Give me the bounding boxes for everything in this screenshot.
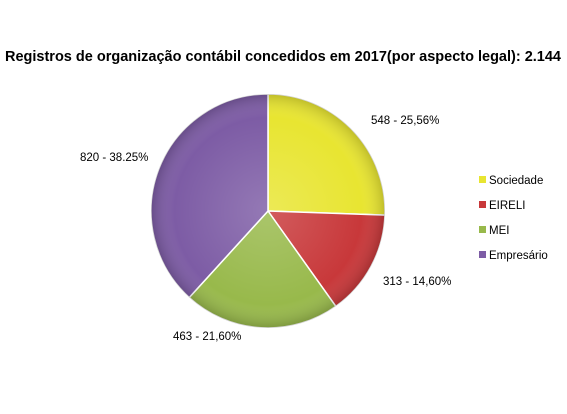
legend-label: Sociedade xyxy=(489,175,543,187)
slice-labels: 548 - 25,56% 313 - 14,60% 463 - 21,60% 820 … xyxy=(80,115,451,343)
legend-swatch xyxy=(479,251,486,258)
data-label: 313 - 14,60% xyxy=(383,276,451,288)
legend-swatch xyxy=(479,226,486,233)
legend: Sociedade EIRELI MEI Empresário xyxy=(479,175,548,262)
legend-swatch xyxy=(479,176,486,183)
legend-label: MEI xyxy=(489,225,509,237)
data-label: 820 - 38.25% xyxy=(80,152,148,164)
legend-label: EIRELI xyxy=(489,200,525,212)
legend-swatch xyxy=(479,201,486,208)
legend-label: Empresário xyxy=(489,250,548,262)
pie-slices xyxy=(150,93,386,329)
chart-title: Registros de organização contábil conced… xyxy=(5,49,561,65)
data-label: 463 - 21,60% xyxy=(173,331,241,343)
data-label: 548 - 25,56% xyxy=(371,115,439,127)
pie-slice-sociedade xyxy=(267,93,386,216)
